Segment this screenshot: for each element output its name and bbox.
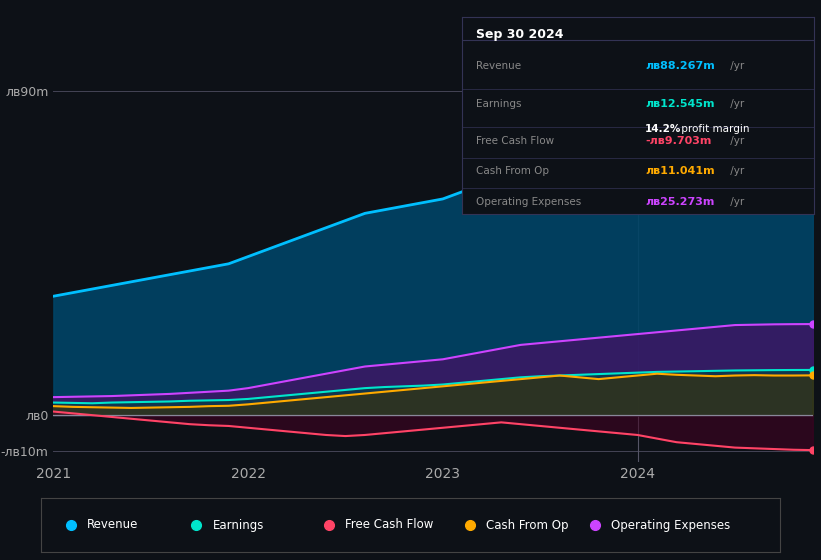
Text: Operating Expenses: Operating Expenses (476, 197, 581, 207)
Text: Earnings: Earnings (476, 99, 522, 109)
Text: лв11.041m: лв11.041m (645, 166, 714, 175)
Text: Cash From Op: Cash From Op (486, 519, 568, 531)
Text: Sep 30 2024: Sep 30 2024 (476, 27, 564, 41)
Text: Earnings: Earnings (213, 519, 264, 531)
Text: 14.2%: 14.2% (645, 124, 681, 134)
Text: Free Cash Flow: Free Cash Flow (476, 136, 554, 146)
Text: лв12.545m: лв12.545m (645, 99, 714, 109)
Text: Cash From Op: Cash From Op (476, 166, 549, 175)
Text: Operating Expenses: Operating Expenses (612, 519, 731, 531)
Text: /yr: /yr (727, 99, 745, 109)
Text: /yr: /yr (727, 197, 745, 207)
Text: /yr: /yr (727, 61, 745, 71)
Text: лв25.273m: лв25.273m (645, 197, 714, 207)
Text: profit margin: profit margin (678, 124, 750, 134)
Text: Free Cash Flow: Free Cash Flow (346, 519, 433, 531)
Text: /yr: /yr (727, 136, 745, 146)
Text: лв88.267m: лв88.267m (645, 61, 715, 71)
Text: -лв9.703m: -лв9.703m (645, 136, 711, 146)
Text: Revenue: Revenue (476, 61, 521, 71)
Text: Revenue: Revenue (87, 519, 138, 531)
Text: /yr: /yr (727, 166, 745, 175)
